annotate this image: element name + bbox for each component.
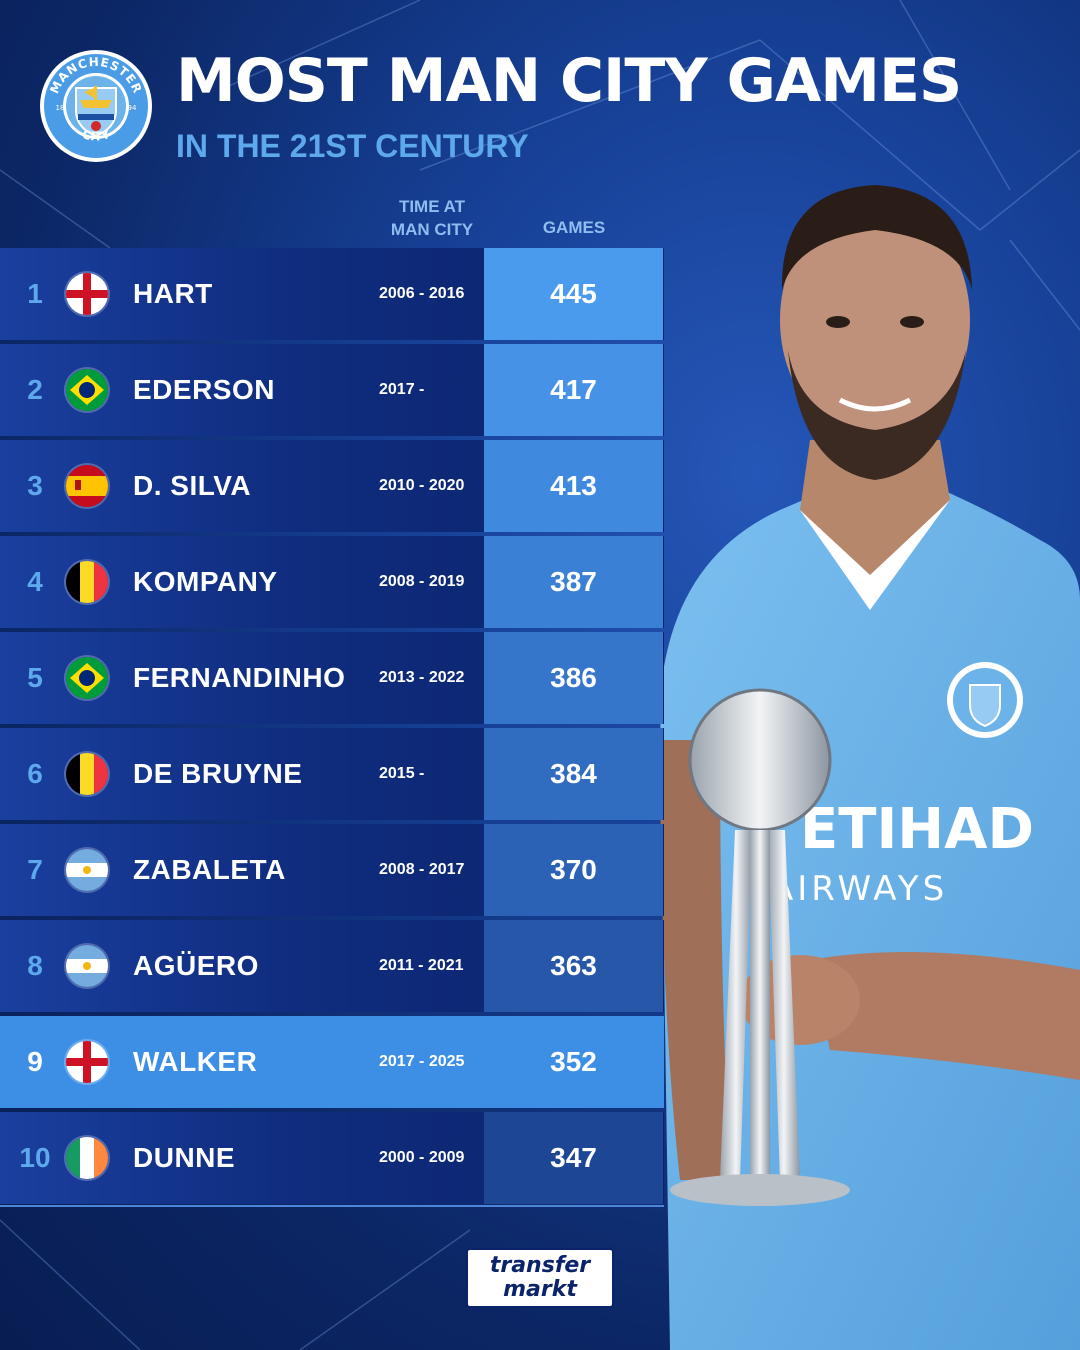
table-row: 3 D. SILVA 2010 - 2020 413 [0, 440, 664, 532]
rank-number: 4 [27, 566, 43, 597]
games-count: 387 [484, 536, 663, 628]
table-row: 1 HART 2006 - 2016 445 [0, 248, 664, 340]
page-subtitle: IN THE 21ST CENTURY [176, 128, 529, 164]
belgium-flag-icon [66, 561, 108, 603]
time-at-club: 2010 - 2020 [379, 477, 465, 494]
time-at-club: 2008 - 2017 [379, 861, 465, 878]
brand-line2: markt [503, 1277, 577, 1302]
argentina-flag-icon [66, 945, 108, 987]
table-row: 2 EDERSON 2017 - 417 [0, 344, 664, 436]
ranking-table: 1 HART 2006 - 2016 445 2 EDERSON 2017 - … [0, 248, 664, 1208]
games-count: 445 [484, 248, 663, 340]
rank-number: 6 [27, 758, 43, 789]
column-header-games: GAMES [542, 218, 606, 237]
table-row-highlighted: 9 WALKER 2017 - 2025 352 [0, 1016, 664, 1108]
player-name: HART [133, 278, 213, 309]
crest-year-right: 94 [128, 104, 137, 112]
brazil-flag-icon [66, 369, 108, 411]
games-count: 370 [484, 824, 663, 916]
player-name: FERNANDINHO [133, 662, 346, 693]
time-at-club: 2013 - 2022 [379, 669, 465, 686]
rank-number: 2 [27, 374, 43, 405]
svg-text:CITY: CITY [80, 127, 112, 144]
column-header-time-line2: MAN CITY [390, 220, 474, 239]
player-photo: ETIHAD AIRWAYS [660, 185, 1080, 1350]
rank-number: 1 [27, 278, 43, 309]
shirt-sponsor-line2: AIRWAYS [770, 869, 948, 909]
rank-number: 5 [27, 662, 43, 693]
england-flag-icon [66, 273, 108, 315]
time-at-club: 2017 - 2025 [379, 1053, 465, 1070]
argentina-flag-icon [66, 849, 108, 891]
table-row: 6 DE BRUYNE 2015 - 384 [0, 728, 664, 820]
column-header-time-line1: TIME AT [398, 197, 466, 216]
time-at-club: 2017 - [379, 381, 425, 398]
player-name: EDERSON [133, 374, 275, 405]
rank-number: 8 [27, 950, 43, 981]
man-city-crest-icon: MANCHESTER CITY 18 94 [40, 50, 152, 162]
games-count: 363 [484, 920, 663, 1012]
time-at-club: 2008 - 2019 [379, 573, 465, 590]
rank-number: 9 [27, 1046, 43, 1077]
games-count: 413 [484, 440, 663, 532]
brand-line1: transfer [489, 1253, 591, 1278]
crest-year-left: 18 [56, 104, 65, 112]
table-row: 4 KOMPANY 2008 - 2019 387 [0, 536, 664, 628]
time-at-club: 2006 - 2016 [379, 285, 465, 302]
time-at-club: 2011 - 2021 [379, 957, 464, 974]
rank-number: 10 [19, 1142, 51, 1173]
player-name: ZABALETA [133, 854, 286, 885]
brazil-flag-icon [66, 657, 108, 699]
player-name: DE BRUYNE [133, 758, 303, 789]
shirt-sponsor-line1: ETIHAD [800, 797, 1034, 862]
player-name: DUNNE [133, 1142, 236, 1173]
rank-number: 3 [27, 470, 43, 501]
crest-bottom-text: CITY [80, 127, 112, 144]
games-count: 386 [484, 632, 663, 724]
table-row: 8 AGÜERO 2011 - 2021 363 [0, 920, 664, 1012]
games-count: 384 [484, 728, 663, 820]
player-name: KOMPANY [133, 566, 278, 597]
time-at-club: 2000 - 2009 [379, 1149, 465, 1166]
games-count: 352 [484, 1016, 663, 1108]
games-count: 347 [484, 1112, 663, 1204]
table-row: 5 FERNANDINHO 2013 - 2022 386 [0, 632, 664, 724]
spain-flag-icon [66, 465, 108, 507]
england-flag-icon [66, 1041, 108, 1083]
page-title: MOST MAN CITY GAMES [176, 46, 962, 116]
ireland-flag-icon [66, 1137, 108, 1179]
table-row: 7 ZABALETA 2008 - 2017 370 [0, 824, 664, 916]
rank-number: 7 [27, 854, 43, 885]
time-at-club: 2015 - [379, 765, 425, 782]
table-row: 10 DUNNE 2000 - 2009 347 [0, 1112, 664, 1204]
transfermarkt-logo: transfer markt [466, 1248, 614, 1308]
table-bottom-divider [0, 1205, 664, 1207]
column-header-time: TIME AT MAN CITY [372, 195, 492, 241]
player-name: D. SILVA [133, 470, 252, 501]
belgium-flag-icon [66, 753, 108, 795]
player-name: AGÜERO [133, 950, 259, 981]
games-count: 417 [484, 344, 663, 436]
player-name: WALKER [133, 1046, 258, 1077]
